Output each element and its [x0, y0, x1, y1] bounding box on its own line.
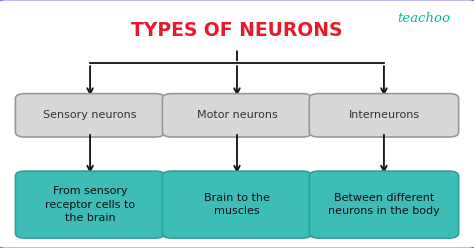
Text: Brain to the
muscles: Brain to the muscles [204, 193, 270, 216]
Text: Sensory neurons: Sensory neurons [43, 110, 137, 120]
FancyBboxPatch shape [15, 93, 164, 137]
FancyBboxPatch shape [309, 93, 459, 137]
Text: Between different
neurons in the body: Between different neurons in the body [328, 193, 440, 216]
FancyBboxPatch shape [162, 171, 311, 238]
FancyBboxPatch shape [162, 93, 311, 137]
Text: From sensory
receptor cells to
the brain: From sensory receptor cells to the brain [45, 186, 135, 223]
FancyBboxPatch shape [15, 171, 164, 238]
Text: teachoo: teachoo [398, 12, 451, 25]
Text: TYPES OF NEURONS: TYPES OF NEURONS [131, 22, 343, 40]
Text: Interneurons: Interneurons [348, 110, 419, 120]
FancyBboxPatch shape [309, 171, 459, 238]
Text: Motor neurons: Motor neurons [197, 110, 277, 120]
